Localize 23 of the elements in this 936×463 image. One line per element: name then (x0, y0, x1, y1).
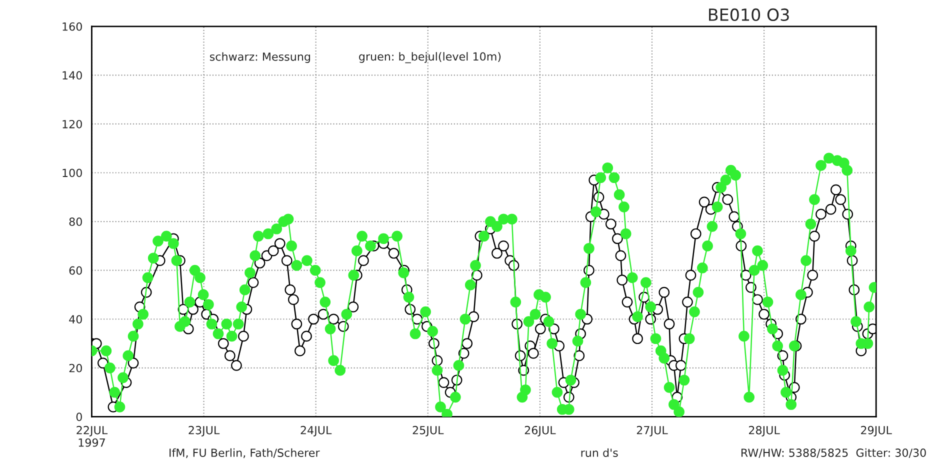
y-tick-label: 0 (76, 412, 82, 422)
y-tick-label: 120 (62, 120, 82, 128)
x-tick-label: 23JUL (188, 426, 220, 436)
annotation: schwarz: Messung (210, 52, 310, 63)
y-tick-label: 20 (69, 364, 82, 372)
x-tick-label: 27JUL (636, 426, 668, 436)
chart-title: BE010 O3 (709, 8, 789, 22)
y-tick-label: 80 (69, 218, 82, 226)
text: IfM, FU Berlin, Fath/Scherer (170, 448, 320, 458)
text: run d's (581, 448, 618, 457)
x-tick-label: 26JUL (524, 426, 556, 436)
y-tick-label: 60 (69, 266, 82, 275)
x-tick-label: 28JUL (748, 426, 780, 436)
y-tick-label: 140 (62, 71, 82, 80)
y-tick-label: 40 (69, 315, 82, 324)
y-tick-label: 100 (62, 168, 82, 178)
annotation: gruen: b_bejul(level 10m) (359, 52, 501, 64)
x-tick-label: 24JUL (300, 426, 332, 436)
text: RW/HW: 5388/5825 Gitter: 30/30 (741, 448, 926, 458)
x-tick-label: 22JUL 1997 (76, 426, 108, 447)
x-tick-label: 29JUL (861, 426, 892, 436)
x-tick-label: 25JUL (412, 426, 444, 436)
y-tick-label: 160 (62, 22, 82, 31)
